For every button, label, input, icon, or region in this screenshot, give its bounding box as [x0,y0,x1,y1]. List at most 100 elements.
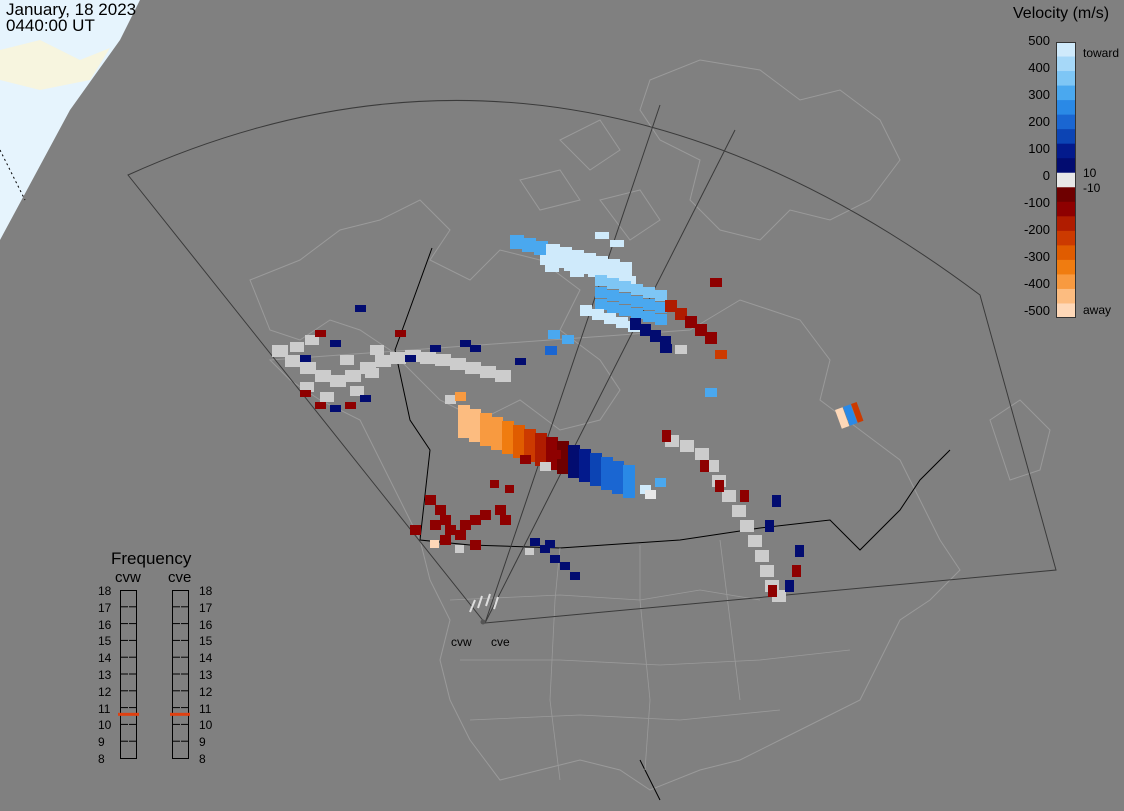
echo-cell [568,456,580,467]
echo-cell [616,317,628,328]
frequency-level-right: 8 [199,752,206,766]
echo-cell [455,545,464,553]
echo-cell [430,345,441,352]
echo-cell [502,421,514,432]
velocity-tick-label: 300 [1028,87,1050,102]
echo-cell [595,275,607,286]
echo-cell [705,332,717,344]
frequency-level-left: 17 [98,600,112,615]
echo-cell [607,290,619,301]
frequency-bars [118,590,190,759]
echo-cell [792,565,801,577]
frequency-level-left: 15 [98,634,112,649]
colorbar-segment [1056,143,1076,159]
echo-cell [546,437,558,448]
echo-cell [843,404,858,426]
echo-cell [345,370,361,382]
echo-cell [545,540,555,548]
echo-cell [515,358,526,365]
velocity-tick-label: -100 [1023,195,1050,210]
echo-cell [420,352,436,364]
echo-cell [705,388,717,397]
echo-cell [643,287,655,298]
frequency-level-right: 11 [199,701,212,716]
velocity-tick-label: -300 [1023,249,1050,264]
colorbar-segment [1056,172,1076,188]
colorbar-segment [1056,230,1076,246]
echo-cell [655,290,667,301]
frequency-level-left: 13 [98,668,112,682]
echo-cell [315,330,326,337]
echo-cell [623,487,635,498]
echo-cell [524,440,536,451]
echo-cell [558,247,572,261]
echo-cell [760,565,774,577]
echo-cell [375,355,391,367]
echo-cell [525,548,534,555]
echo-cell [612,483,624,494]
cvw-frequency-marker [118,712,139,716]
echo-cell [450,358,466,370]
echo-cell [640,485,651,494]
echo-cell [631,308,643,319]
echo-cell [695,324,707,336]
echo-cell [607,302,619,313]
colorbar-segment [1056,216,1076,232]
echo-cell [480,366,496,378]
echo-cell [715,350,727,359]
echo-cell [604,313,616,324]
echo-cell [557,452,569,463]
echo-cell [582,253,596,267]
echo-cell [640,324,651,336]
echo-cell [445,525,456,535]
cve-frequency-marker [170,712,190,716]
echo-cell [410,525,421,535]
inner-tick-minus10: -10 [1083,181,1101,195]
echo-cell [455,392,466,401]
echo-cell [546,244,560,258]
terminator-dotted-line [0,149,26,201]
frequency-level-right: 12 [199,684,213,699]
echo-cell [435,354,451,366]
echo-cell [524,429,536,440]
colorbar-segment [1056,71,1076,87]
colorbar-segment [1056,100,1076,116]
echo-cell [685,316,697,328]
echo-cell [480,435,492,446]
velocity-tick-label: -500 [1023,303,1050,318]
echo-cell [606,259,620,273]
echo-cell [435,505,446,515]
echo-cell [595,299,607,310]
colorbar-segment [1056,158,1076,174]
frequency-level-right: 9 [199,735,206,750]
echo-cell [285,355,301,367]
velocity-tick-label: 200 [1028,114,1050,129]
colorbar-segment [1056,274,1076,290]
state-borders [449,539,851,781]
echo-cell [440,515,451,525]
colorbar-segment [1056,259,1076,275]
echo-cell [460,340,471,347]
echo-cell [588,267,600,277]
velocity-colorbar [1056,42,1076,318]
daylight-region [0,0,140,240]
echo-cell [534,241,548,255]
echo-cell [425,495,436,505]
echo-cell [535,444,547,455]
echo-cell [590,475,602,486]
echo-cell [495,505,506,515]
national-borders [394,247,951,801]
echo-cell [330,340,341,347]
echo-cell [732,505,746,517]
echo-cell [795,545,804,557]
colorbar-segment [1056,288,1076,304]
toward-label: toward [1083,46,1120,60]
colorbar-segment [1056,245,1076,261]
echo-cell [460,520,471,530]
echo-cell [345,402,356,409]
velocity-echoes [272,232,864,602]
echo-cell [643,311,655,322]
echo-cell [360,395,371,402]
